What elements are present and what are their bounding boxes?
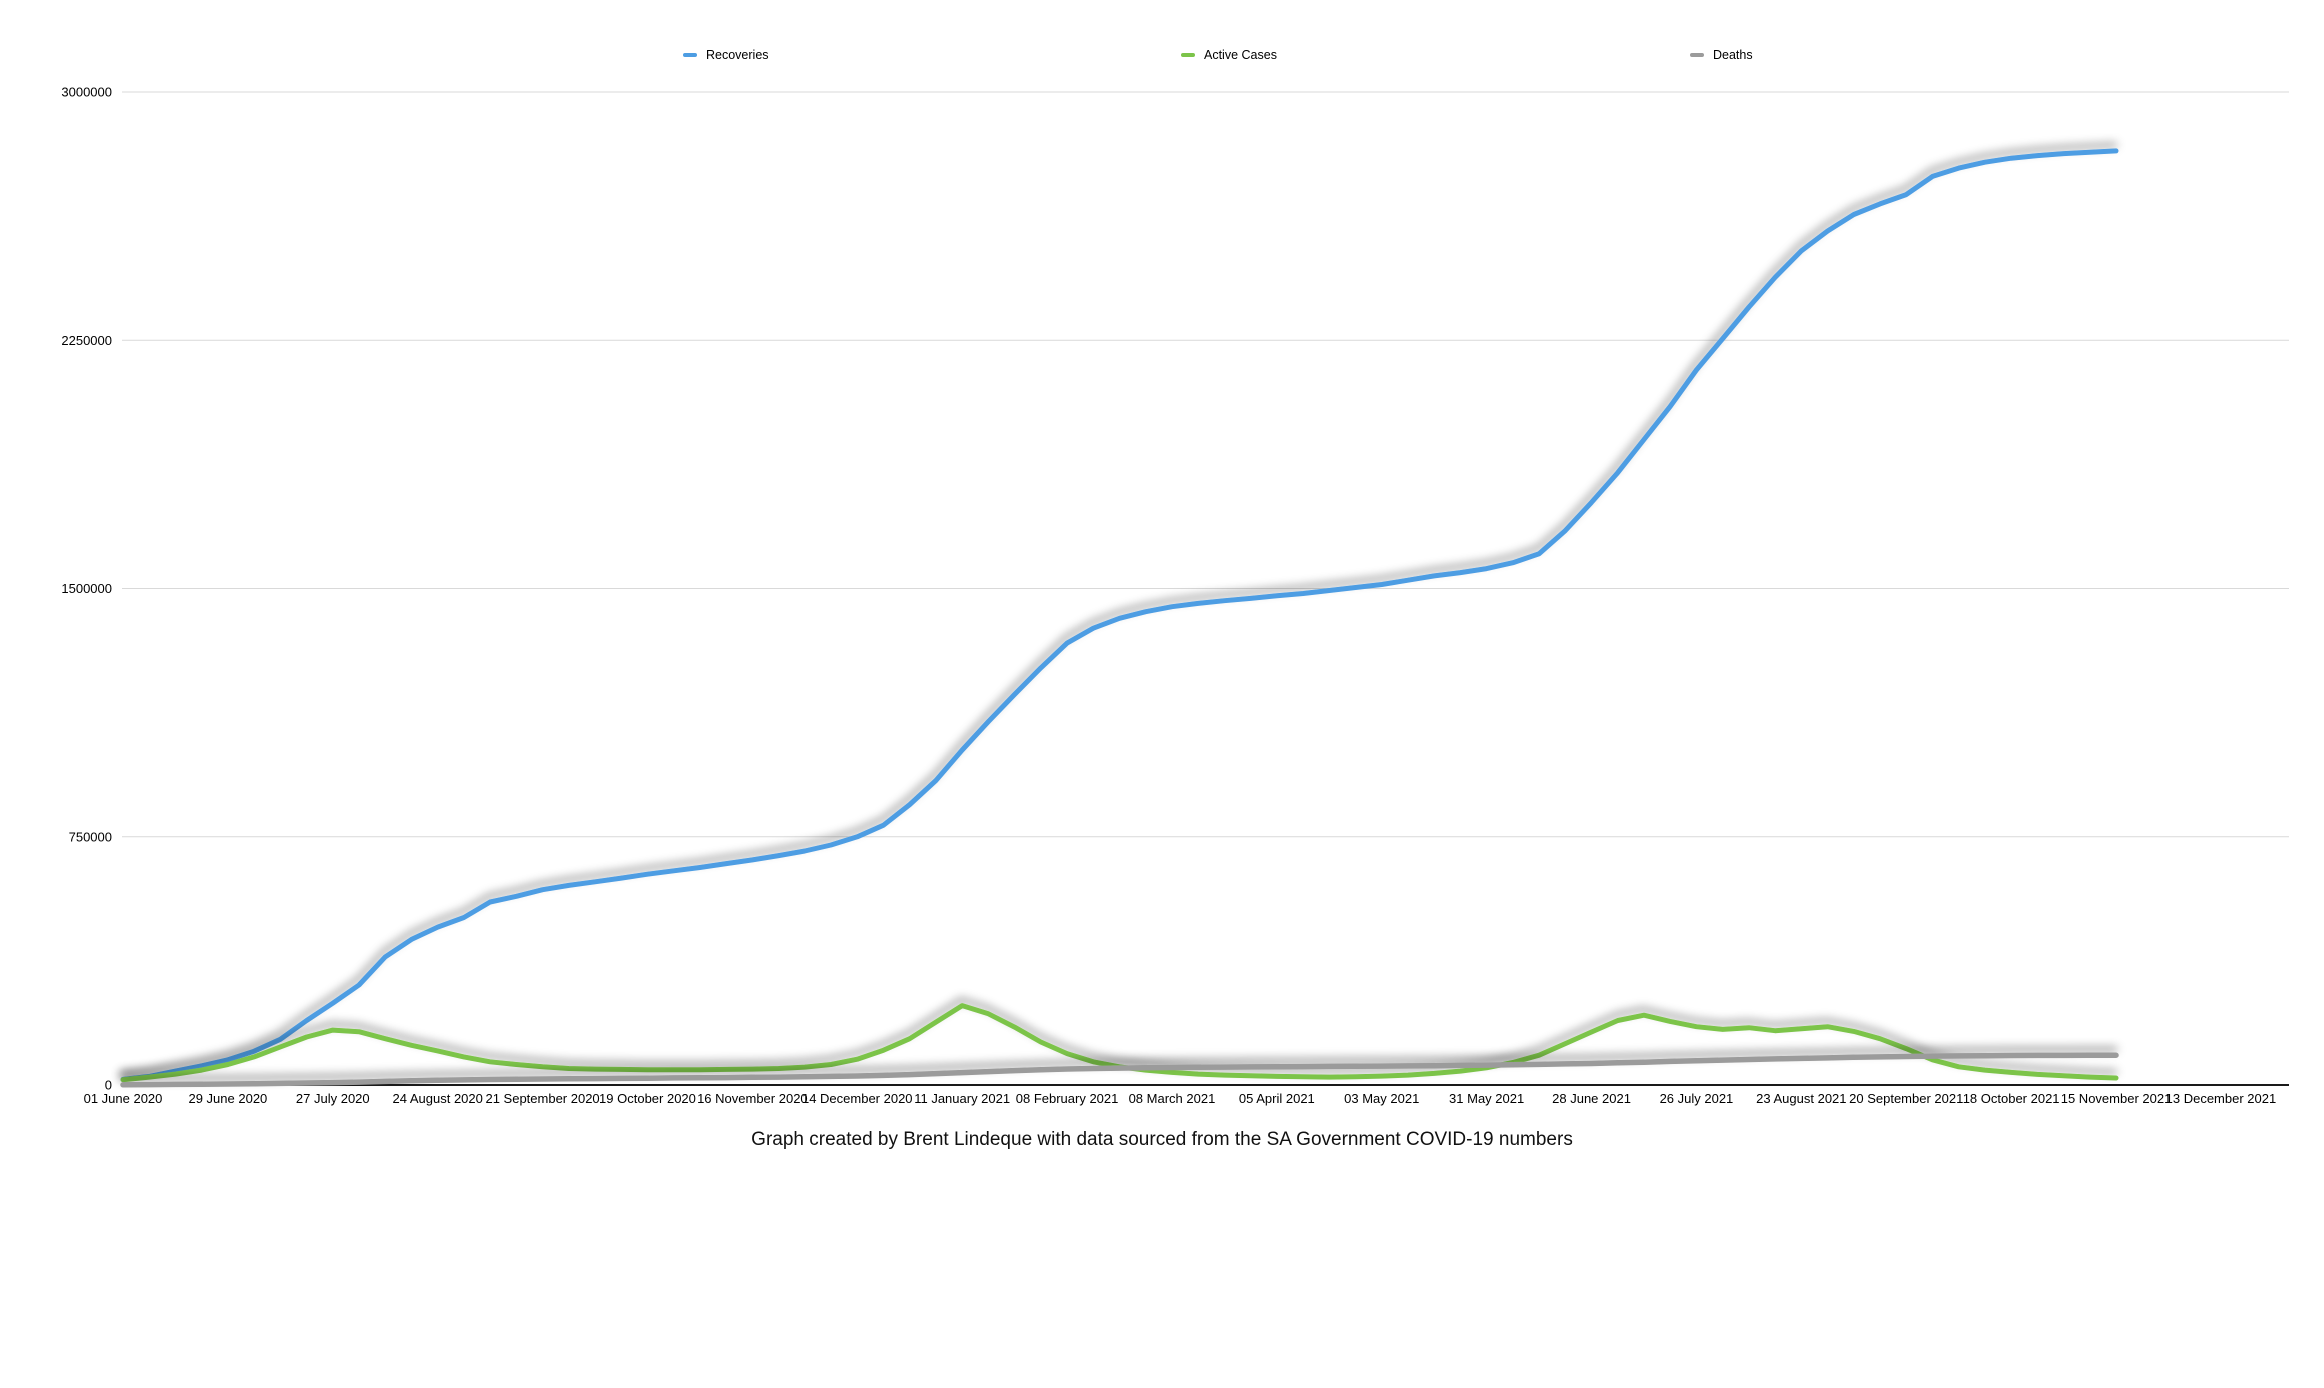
deaths-line-swatch-icon [1690,53,1704,57]
x-tick-label: 13 December 2021 [2166,1091,2277,1106]
y-tick-label: 0 [105,1078,112,1093]
x-tick-label: 21 September 2020 [485,1091,599,1106]
x-tick-label: 01 June 2020 [84,1091,163,1106]
y-tick-label: 1500000 [61,581,112,596]
x-tick-label: 03 May 2021 [1344,1091,1419,1106]
x-tick-label: 19 October 2020 [599,1091,696,1106]
legend-item-deaths: Deaths [1690,48,1753,62]
series-line-recoveries [120,148,2119,1082]
y-tick-label: 2250000 [61,333,112,348]
x-tick-label: 05 April 2021 [1239,1091,1315,1106]
x-tick-label: 23 August 2021 [1756,1091,1846,1106]
y-tick-label: 750000 [69,829,112,844]
active-cases-line-swatch-icon [1181,53,1195,57]
y-tick-label: 3000000 [61,85,112,100]
x-tick-label: 24 August 2020 [393,1091,483,1106]
x-tick-label: 18 October 2021 [1963,1091,2060,1106]
x-tick-label: 26 July 2021 [1660,1091,1734,1106]
legend-label-active-cases: Active Cases [1204,48,1277,62]
legend-label-recoveries: Recoveries [706,48,769,62]
x-tick-label: 14 December 2020 [802,1091,913,1106]
series-line-deaths [120,1052,2119,1088]
x-tick-label: 16 November 2020 [697,1091,808,1106]
x-tick-label: 27 July 2020 [296,1091,370,1106]
x-tick-label: 29 June 2020 [188,1091,267,1106]
x-axis-labels: 01 June 2020 29 June 2020 27 July 2020 24 A… [84,1091,2277,1106]
y-axis-labels: 0 750000 1500000 2250000 3000000 [61,85,112,1093]
x-tick-label: 11 January 2021 [914,1091,1010,1106]
gridlines [122,91,2289,838]
x-tick-label: 28 June 2021 [1552,1091,1631,1106]
legend-item-recoveries: Recoveries [683,48,769,62]
x-tick-label: 20 September 2021 [1849,1091,1963,1106]
legend-label-deaths: Deaths [1713,48,1753,62]
x-tick-label: 08 March 2021 [1129,1091,1216,1106]
x-tick-label: 08 February 2021 [1016,1091,1119,1106]
chart-caption: Graph created by Brent Lindeque with dat… [751,1129,1573,1150]
x-tick-label: 31 May 2021 [1449,1091,1524,1106]
legend-item-active-cases: Active Cases [1181,48,1277,62]
x-tick-label: 15 November 2021 [2061,1091,2172,1106]
recoveries-line-swatch-icon [683,53,697,57]
